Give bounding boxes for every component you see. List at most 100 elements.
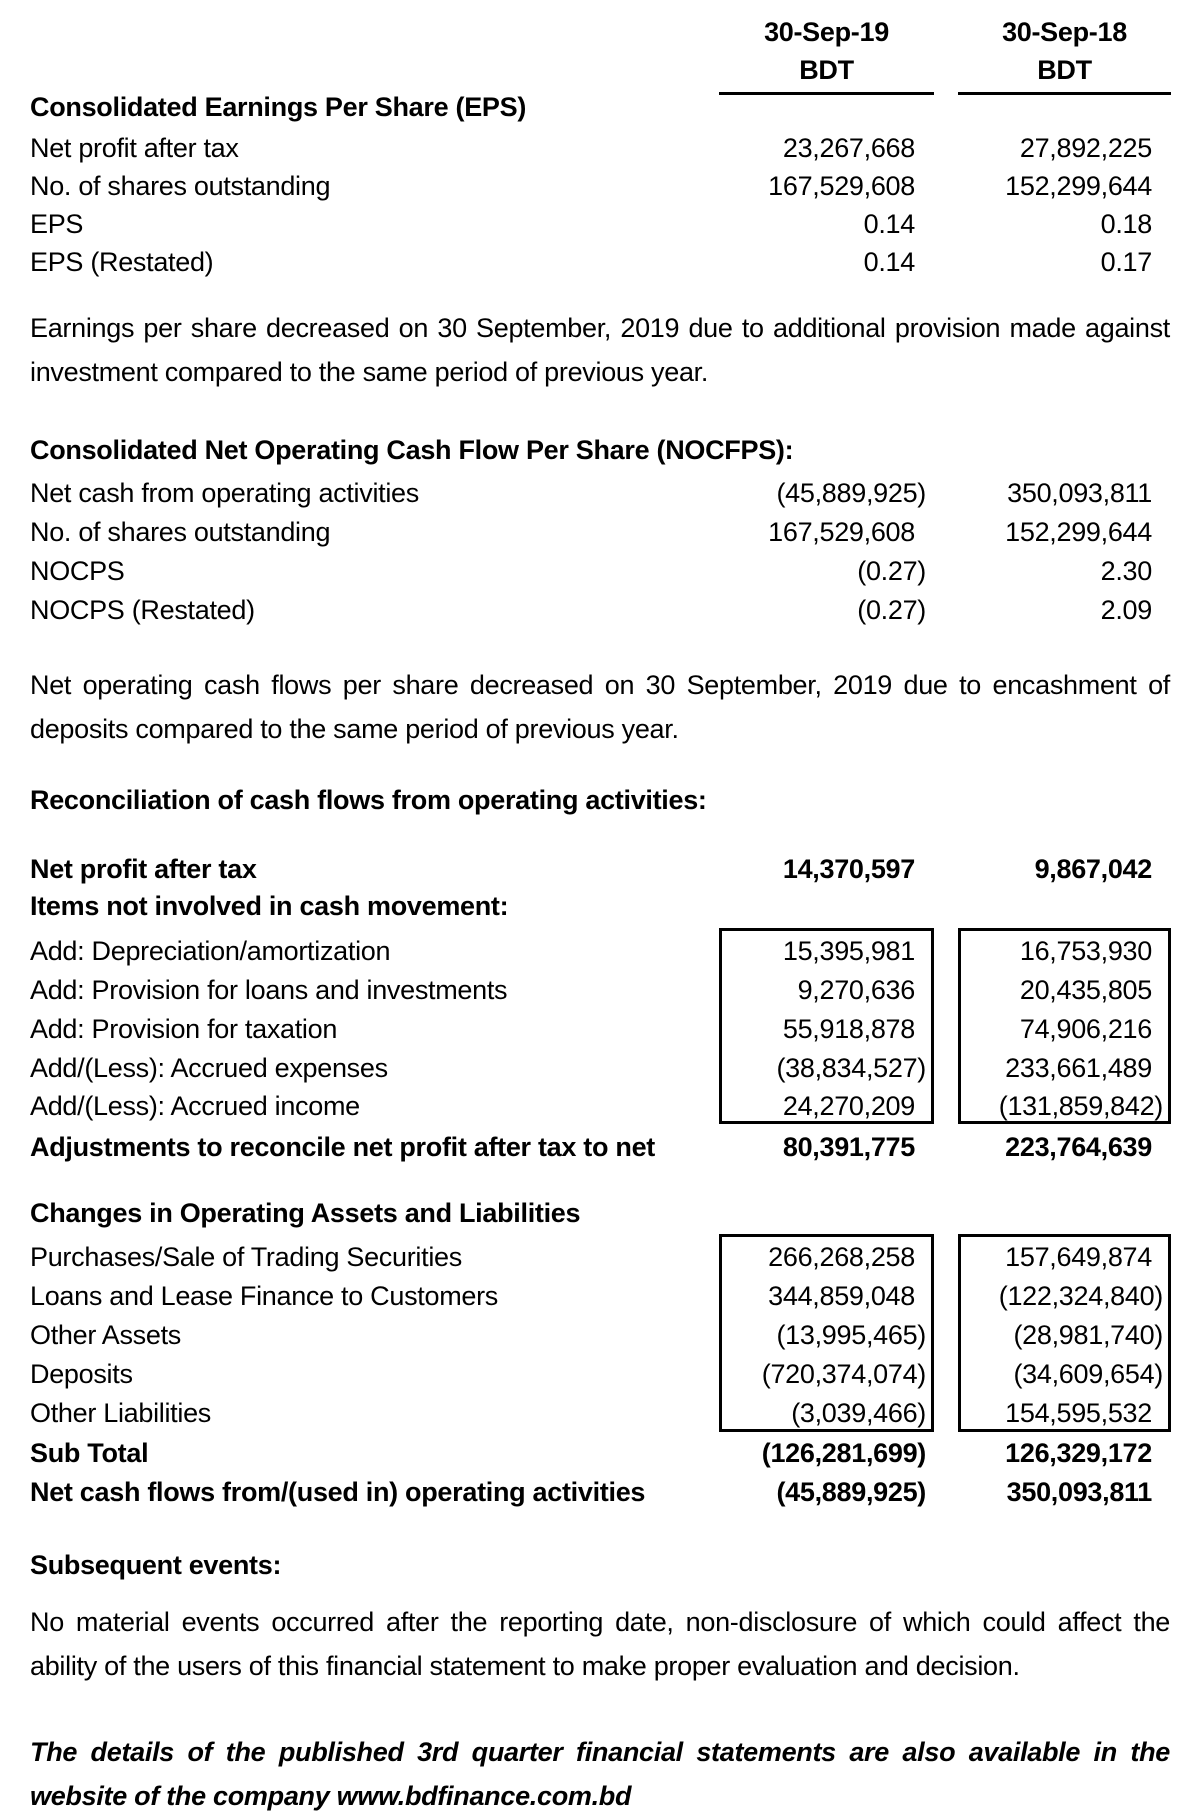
row-value-2019: (13,995,465) (776, 1320, 926, 1350)
row-value-2018: 157,649,874 (1005, 1242, 1152, 1272)
row-value-2019: (0.27) (857, 556, 926, 586)
row-value-2019: 167,529,608 (768, 171, 915, 201)
row-label: Loans and Lease Finance to Customers (30, 1281, 498, 1311)
values-box-2018 (958, 928, 1171, 1124)
values-box-2019 (719, 1234, 934, 1432)
row-label: Net cash from operating activities (30, 478, 419, 508)
table-row: No. of shares outstanding 167,529,608 15… (0, 512, 1200, 552)
table-row: NOCPS (Restated) (0.27) 2.09 (0, 590, 1200, 630)
row-label: Net cash flows from/(used in) operating … (30, 1477, 646, 1507)
table-row: Other Liabilities (3,039,466) 154,595,53… (0, 1393, 1200, 1433)
section-heading-nocfps: Consolidated Net Operating Cash Flow Per… (30, 435, 794, 465)
row-value-2018: (122,324,840) (998, 1281, 1164, 1311)
row-label: NOCPS (30, 556, 125, 586)
row-value-2018: 350,093,811 (1007, 478, 1152, 508)
row-label: Adjustments to reconcile net profit afte… (30, 1132, 655, 1162)
row-value-2019: (126,281,699) (761, 1438, 927, 1468)
table-row-net-cash-flows: Net cash flows from/(used in) operating … (0, 1472, 1200, 1512)
row-label: Net profit after tax (30, 133, 239, 163)
row-value-2019: 15,395,981 (782, 936, 915, 966)
row-value-2019: (45,889,925) (776, 1477, 926, 1507)
row-value-2018: 20,435,805 (1019, 975, 1152, 1005)
column-underline-2018 (958, 92, 1171, 95)
row-value-2018: 0.17 (1100, 247, 1153, 277)
column-underline-2019 (719, 92, 934, 95)
row-value-2019: 167,529,608 (768, 517, 915, 547)
row-value-2019: 0.14 (863, 209, 916, 239)
table-row: Add/(Less): Accrued income 24,270,209 (1… (0, 1086, 1200, 1126)
table-row: NOCPS (0.27) 2.30 (0, 551, 1200, 591)
subsequent-events-note: No material events occurred after the re… (30, 1607, 1170, 1681)
values-box-2018 (958, 1234, 1171, 1432)
row-label: Add: Provision for loans and investments (30, 975, 508, 1005)
table-row: Add: Provision for loans and investments… (0, 970, 1200, 1010)
footer-note: The details of the published 3rd quarter… (30, 1730, 1170, 1818)
row-value-2018: 2.30 (1100, 556, 1153, 586)
row-label: Other Assets (30, 1320, 181, 1350)
row-value-2019: 9,270,636 (797, 975, 916, 1005)
row-label: Add/(Less): Accrued expenses (30, 1053, 388, 1083)
table-row: Net profit after tax 14,370,597 9,867,04… (0, 849, 1200, 889)
row-value-2019: 344,859,048 (768, 1281, 915, 1311)
values-box-2019 (719, 928, 934, 1124)
row-label: No. of shares outstanding (30, 171, 331, 201)
row-value-2019: 23,267,668 (782, 133, 915, 163)
table-row: Add: Provision for taxation 55,918,878 7… (0, 1009, 1200, 1049)
row-value-2018: (34,609,654) (1013, 1359, 1163, 1389)
row-value-2018: (131,859,842) (998, 1091, 1164, 1121)
company-website-url: www.bdfinance.com.bd (336, 1781, 632, 1811)
nocfps-note: Net operating cash flows per share decre… (30, 670, 1170, 744)
row-label: Sub Total (30, 1438, 149, 1468)
row-label: EPS (Restated) (30, 247, 214, 277)
row-value-2018: 350,093,811 (1006, 1477, 1153, 1507)
subsection-heading-items: Items not involved in cash movement: (30, 891, 509, 921)
row-value-2018: 223,764,639 (1005, 1132, 1152, 1162)
row-label: Deposits (30, 1359, 133, 1389)
row-value-2019: (0.27) (857, 595, 926, 625)
row-label: Add: Depreciation/amortization (30, 936, 391, 966)
table-row: Purchases/Sale of Trading Securities 266… (0, 1237, 1200, 1277)
row-value-2019: (720,374,074) (761, 1359, 927, 1389)
column-header-unit-2019: BDT (799, 55, 854, 85)
eps-note: Earnings per share decreased on 30 Septe… (30, 313, 1170, 387)
section-heading-eps: Consolidated Earnings Per Share (EPS) (30, 92, 527, 122)
row-value-2019: 266,268,258 (768, 1242, 915, 1272)
row-value-2019: (38,834,527) (776, 1053, 926, 1083)
table-row-total: Adjustments to reconcile net profit afte… (0, 1127, 1200, 1167)
table-row: Add: Depreciation/amortization 15,395,98… (0, 931, 1200, 971)
row-value-2019: 80,391,775 (782, 1132, 915, 1162)
section-heading-changes: Changes in Operating Assets and Liabilit… (30, 1198, 581, 1228)
table-row: EPS 0.14 0.18 (0, 204, 1200, 244)
row-label: Purchases/Sale of Trading Securities (30, 1242, 462, 1272)
row-label: EPS (30, 209, 84, 239)
table-row: No. of shares outstanding 167,529,608 15… (0, 166, 1200, 206)
row-value-2018: 126,329,172 (1005, 1438, 1152, 1468)
row-value-2018: 0.18 (1100, 209, 1153, 239)
table-row: Other Assets (13,995,465) (28,981,740) (0, 1315, 1200, 1355)
table-row: Deposits (720,374,074) (34,609,654) (0, 1354, 1200, 1394)
table-row: Add/(Less): Accrued expenses (38,834,527… (0, 1048, 1200, 1088)
table-row: EPS (Restated) 0.14 0.17 (0, 242, 1200, 282)
row-value-2018: 16,753,930 (1019, 936, 1152, 966)
section-heading-reconciliation: Reconciliation of cash flows from operat… (30, 785, 707, 815)
section-heading-subsequent-events: Subsequent events: (30, 1550, 282, 1580)
row-label: Net profit after tax (30, 854, 257, 884)
row-value-2018: (28,981,740) (1013, 1320, 1163, 1350)
row-label: Add/(Less): Accrued income (30, 1091, 360, 1121)
row-value-2018: 2.09 (1100, 595, 1153, 625)
row-label: No. of shares outstanding (30, 517, 331, 547)
row-value-2019: (3,039,466) (791, 1398, 926, 1428)
row-label: NOCPS (Restated) (30, 595, 255, 625)
row-value-2019: 0.14 (863, 247, 916, 277)
row-value-2019: 14,370,597 (782, 854, 915, 884)
row-label: Add: Provision for taxation (30, 1014, 338, 1044)
row-value-2018: 152,299,644 (1005, 517, 1152, 547)
column-header-date-2019: 30-Sep-19 (764, 17, 889, 47)
footer-note-text: The details of the published 3rd quarter… (30, 1737, 1170, 1811)
row-value-2018: 27,892,225 (1019, 133, 1152, 163)
row-value-2018: 154,595,532 (1005, 1398, 1152, 1428)
row-value-2018: 9,867,042 (1034, 854, 1153, 884)
column-header-unit-2018: BDT (1037, 55, 1092, 85)
column-header-date-2018: 30-Sep-18 (1002, 17, 1127, 47)
row-value-2018: 152,299,644 (1005, 171, 1152, 201)
